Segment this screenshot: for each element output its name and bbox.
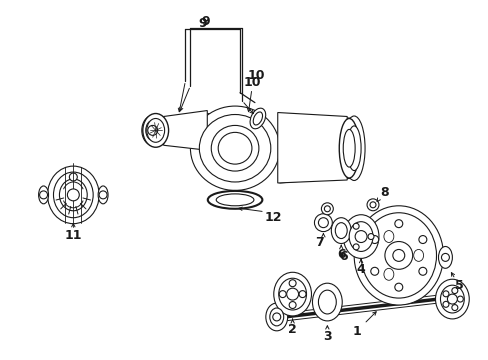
Circle shape [69, 173, 77, 181]
Ellipse shape [413, 249, 423, 261]
Ellipse shape [383, 268, 393, 280]
Ellipse shape [218, 132, 251, 164]
Circle shape [352, 223, 358, 229]
Circle shape [288, 302, 296, 309]
Ellipse shape [60, 179, 87, 211]
Ellipse shape [253, 112, 262, 125]
Ellipse shape [335, 223, 346, 239]
Ellipse shape [440, 285, 463, 313]
Ellipse shape [145, 121, 160, 140]
Circle shape [367, 234, 373, 239]
Text: 1: 1 [352, 325, 361, 338]
Text: 12: 12 [264, 211, 282, 224]
Circle shape [447, 294, 456, 304]
Ellipse shape [98, 186, 108, 204]
Ellipse shape [216, 194, 253, 206]
Circle shape [370, 267, 378, 275]
Ellipse shape [39, 186, 48, 204]
Ellipse shape [343, 129, 354, 167]
Ellipse shape [142, 113, 168, 147]
Circle shape [366, 199, 378, 211]
Text: 2: 2 [287, 323, 296, 336]
Circle shape [418, 267, 426, 275]
Circle shape [321, 203, 333, 215]
Ellipse shape [265, 303, 287, 331]
Ellipse shape [249, 108, 265, 129]
Circle shape [324, 206, 330, 212]
Text: 4: 4 [356, 263, 365, 276]
Text: 11: 11 [64, 229, 82, 242]
Text: 5: 5 [454, 279, 463, 292]
Ellipse shape [142, 116, 163, 145]
Ellipse shape [207, 191, 262, 209]
Ellipse shape [146, 118, 164, 142]
Circle shape [352, 244, 358, 250]
Ellipse shape [318, 290, 336, 314]
Text: 10: 10 [246, 69, 264, 82]
Circle shape [286, 288, 298, 300]
Circle shape [318, 218, 327, 228]
Circle shape [40, 191, 47, 199]
Circle shape [394, 220, 402, 228]
Ellipse shape [360, 213, 436, 298]
Circle shape [354, 231, 366, 243]
Circle shape [369, 202, 375, 208]
Ellipse shape [348, 222, 372, 251]
Text: 3: 3 [323, 330, 331, 343]
Ellipse shape [190, 106, 279, 190]
Circle shape [418, 235, 426, 243]
Text: 9: 9 [201, 15, 209, 28]
Circle shape [392, 249, 404, 261]
Circle shape [99, 191, 107, 199]
Text: 10: 10 [243, 76, 260, 89]
Circle shape [299, 291, 305, 298]
Text: 7: 7 [314, 236, 323, 249]
Text: 6: 6 [338, 250, 347, 263]
Ellipse shape [339, 118, 358, 178]
Ellipse shape [278, 278, 306, 310]
Circle shape [272, 313, 280, 321]
Ellipse shape [199, 114, 270, 182]
Ellipse shape [269, 308, 283, 326]
Circle shape [442, 291, 448, 297]
Ellipse shape [383, 230, 393, 243]
Circle shape [288, 280, 296, 287]
Circle shape [394, 283, 402, 291]
Circle shape [451, 288, 457, 293]
Ellipse shape [435, 279, 468, 319]
Circle shape [314, 214, 332, 231]
Ellipse shape [438, 247, 451, 268]
Ellipse shape [53, 172, 93, 218]
Circle shape [441, 253, 448, 261]
Polygon shape [163, 111, 207, 150]
Ellipse shape [346, 126, 360, 171]
Ellipse shape [211, 125, 258, 171]
Ellipse shape [273, 272, 311, 316]
Ellipse shape [343, 116, 365, 180]
Circle shape [384, 242, 412, 269]
Ellipse shape [343, 215, 378, 258]
Text: 9: 9 [198, 17, 206, 30]
Circle shape [279, 291, 285, 298]
Polygon shape [277, 113, 346, 183]
Ellipse shape [47, 166, 99, 224]
Circle shape [370, 235, 378, 243]
Text: 6: 6 [336, 248, 345, 261]
Circle shape [147, 125, 157, 135]
Ellipse shape [331, 218, 350, 243]
Circle shape [442, 301, 448, 307]
Circle shape [67, 189, 79, 201]
Circle shape [456, 296, 462, 302]
Text: 8: 8 [380, 186, 388, 199]
Ellipse shape [312, 283, 342, 321]
Circle shape [451, 305, 457, 311]
Ellipse shape [353, 206, 443, 305]
